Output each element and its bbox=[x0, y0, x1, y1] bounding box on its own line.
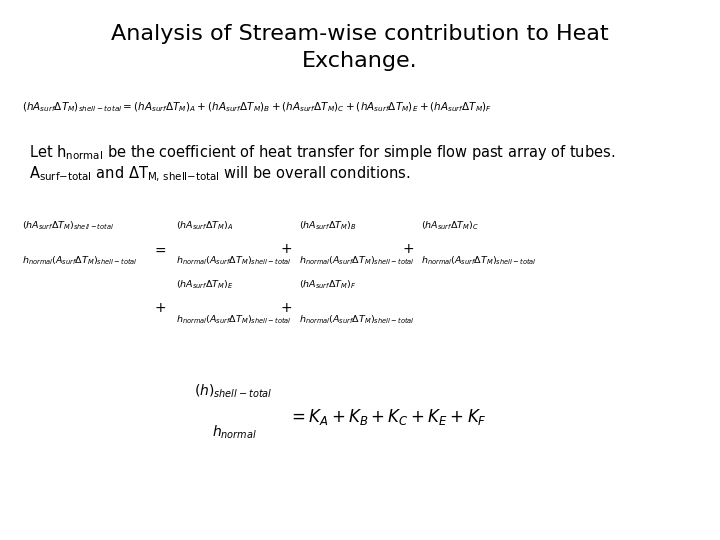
Text: $h_{normal}(A_{surf}\Delta T_M)_{shell-total}$: $h_{normal}(A_{surf}\Delta T_M)_{shell-t… bbox=[299, 255, 415, 267]
Text: Let h$_{\rm normal}$ be the coefficient of heat transfer for simple flow past ar: Let h$_{\rm normal}$ be the coefficient … bbox=[29, 143, 615, 162]
Text: A$_{\rm surf\mathregular{-}total}$ and $\Delta$T$_{\rm M,\, shell\mathregular{-}: A$_{\rm surf\mathregular{-}total}$ and $… bbox=[29, 165, 410, 184]
Text: $(hA_{surf}\Delta T_M)_B$: $(hA_{surf}\Delta T_M)_B$ bbox=[299, 220, 356, 232]
Text: $(hA_{surf}\Delta T_M)_F$: $(hA_{surf}\Delta T_M)_F$ bbox=[299, 278, 356, 291]
Text: $= K_A + K_B + K_C + K_E + K_F$: $= K_A + K_B + K_C + K_E + K_F$ bbox=[288, 407, 487, 427]
Text: $(hA_{surf}\Delta T_M)_{shell-total} = (hA_{surf}\Delta T_M)_A + (hA_{surf}\Delt: $(hA_{surf}\Delta T_M)_{shell-total} = (… bbox=[22, 100, 492, 113]
Text: $(hA_{surf}\Delta T_M)_E$: $(hA_{surf}\Delta T_M)_E$ bbox=[176, 278, 234, 291]
Text: $+$: $+$ bbox=[280, 301, 292, 315]
Text: $+$: $+$ bbox=[280, 242, 292, 256]
Text: Exchange.: Exchange. bbox=[302, 51, 418, 71]
Text: $h_{normal}(A_{surf}\Delta T_M)_{shell-total}$: $h_{normal}(A_{surf}\Delta T_M)_{shell-t… bbox=[176, 313, 292, 326]
Text: $h_{normal}(A_{surf}\Delta T_M)_{shell-total}$: $h_{normal}(A_{surf}\Delta T_M)_{shell-t… bbox=[299, 313, 415, 326]
Text: $h_{normal}(A_{surf}\Delta T_M)_{shell-total}$: $h_{normal}(A_{surf}\Delta T_M)_{shell-t… bbox=[421, 255, 537, 267]
Text: $h_{normal}(A_{surf}\Delta T_M)_{shell-total}$: $h_{normal}(A_{surf}\Delta T_M)_{shell-t… bbox=[176, 255, 292, 267]
Text: $(hA_{surf}\Delta T_M)_A$: $(hA_{surf}\Delta T_M)_A$ bbox=[176, 220, 234, 232]
Text: $h_{normal}$: $h_{normal}$ bbox=[212, 424, 257, 441]
Text: $=$: $=$ bbox=[153, 242, 167, 256]
Text: $+$: $+$ bbox=[154, 301, 166, 315]
Text: $h_{normal}(A_{surf}\Delta T_M)_{shell-total}$: $h_{normal}(A_{surf}\Delta T_M)_{shell-t… bbox=[22, 255, 138, 267]
Text: $(hA_{surf}\Delta T_M)_C$: $(hA_{surf}\Delta T_M)_C$ bbox=[421, 220, 479, 232]
Text: $+$: $+$ bbox=[402, 242, 414, 256]
Text: Analysis of Stream-wise contribution to Heat: Analysis of Stream-wise contribution to … bbox=[111, 24, 609, 44]
Text: $(h)_{shell-total}$: $(h)_{shell-total}$ bbox=[194, 382, 273, 400]
Text: $(hA_{surf}\Delta T_M)_{shell-total}$: $(hA_{surf}\Delta T_M)_{shell-total}$ bbox=[22, 220, 114, 232]
